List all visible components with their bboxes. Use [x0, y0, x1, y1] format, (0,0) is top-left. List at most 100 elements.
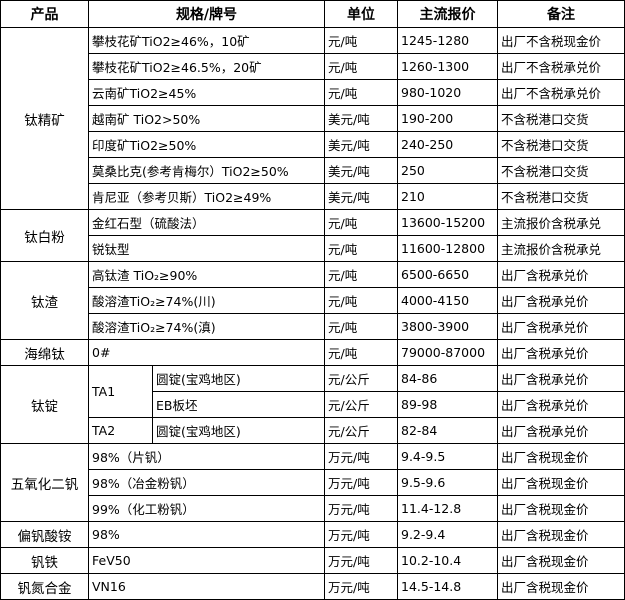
table-row: 印度矿TiO2≥50% 美元/吨 240-250 不含税港口交货 [1, 131, 625, 158]
table-row: 99%（化工粉钒） 万元/吨 11.4-12.8 出厂含税现金价 [1, 495, 625, 522]
product-cell: 海绵钛 [0, 339, 89, 366]
note-cell: 出厂含税承兑价 [497, 417, 625, 444]
note-cell: 出厂含税现金价 [497, 547, 625, 574]
price-cell: 4000-4150 [397, 287, 498, 314]
note-cell: 不含税港口交货 [497, 157, 625, 184]
note-cell: 不含税港口交货 [497, 183, 625, 210]
grade-cell: TA1 [88, 365, 153, 418]
spec-cell: 98%（冶金粉钒） [88, 469, 325, 496]
price-cell: 6500-6650 [397, 261, 498, 288]
note-cell: 出厂含税承兑价 [497, 261, 625, 288]
price-cell: 240-250 [397, 131, 498, 158]
unit-cell: 万元/吨 [324, 495, 398, 522]
spec-cell: 酸溶渣TiO₂≥74%(滇) [88, 313, 325, 340]
header-unit: 单位 [324, 0, 398, 28]
price-cell: 89-98 [397, 391, 498, 418]
table-row: 攀枝花矿TiO2≥46.5%，20矿 元/吨 1260-1300 出厂不含税承兑价 [1, 53, 625, 80]
price-cell: 250 [397, 157, 498, 184]
table-row: 钛渣 高钛渣 TiO₂≥90% 元/吨 6500-6650 出厂含税承兑价 [0, 261, 625, 340]
unit-cell: 万元/吨 [324, 573, 398, 600]
price-cell: 1245-1280 [397, 27, 498, 54]
price-cell: 980-1020 [397, 79, 498, 106]
price-cell: 82-84 [397, 417, 498, 444]
unit-cell: 元/公斤 [324, 417, 398, 444]
note-cell: 不含税港口交货 [497, 105, 625, 132]
price-cell: 14.5-14.8 [397, 573, 498, 600]
spec-cell: 圆锭(宝鸡地区) [152, 365, 325, 392]
price-cell: 13600-15200 [397, 209, 498, 236]
product-cell: 钛精矿 [0, 27, 89, 210]
unit-cell: 美元/吨 [324, 157, 398, 184]
note-cell: 出厂含税承兑价 [497, 339, 625, 366]
unit-cell: 元/吨 [324, 235, 398, 262]
price-cell: 11.4-12.8 [397, 495, 498, 522]
price-cell: 11600-12800 [397, 235, 498, 262]
spec-cell: 越南矿 TiO2>50% [88, 105, 325, 132]
spec-cell: 锐钛型 [88, 235, 325, 262]
unit-cell: 美元/吨 [324, 105, 398, 132]
spec-cell: 攀枝花矿TiO2≥46%，10矿 [88, 27, 325, 54]
spec-cell: 云南矿TiO2≥45% [88, 79, 325, 106]
header-spec: 规格/牌号 [88, 0, 325, 28]
table-row: 钛白粉 金红石型（硫酸法） 元/吨 13600-15200 主流报价含税承兑 [0, 209, 625, 262]
spec-cell: 圆锭(宝鸡地区) [152, 417, 325, 444]
spec-cell: 肯尼亚（参考贝斯）TiO2≥49% [88, 183, 325, 210]
table-row: 偏钒酸铵 98% 万元/吨 9.2-9.4 出厂含税现金价 [0, 521, 625, 548]
note-cell: 主流报价含税承兑 [497, 235, 625, 262]
spec-cell: 印度矿TiO2≥50% [88, 131, 325, 158]
spec-cell: 莫桑比克(参考肯梅尔）TiO2≥50% [88, 157, 325, 184]
note-cell: 不含税港口交货 [497, 131, 625, 158]
product-cell: 钛白粉 [0, 209, 89, 262]
unit-cell: 元/吨 [324, 313, 398, 340]
table-row: 海绵钛 0# 元/吨 79000-87000 出厂含税承兑价 [0, 339, 625, 366]
product-cell: 钒氮合金 [0, 573, 89, 600]
product-cell: 偏钒酸铵 [0, 521, 89, 548]
header-note: 备注 [497, 0, 625, 28]
table-row: 钒铁 FeV50 万元/吨 10.2-10.4 出厂含税现金价 [0, 547, 625, 574]
price-cell: 210 [397, 183, 498, 210]
product-cell: 钒铁 [0, 547, 89, 574]
spec-cell: FeV50 [88, 547, 325, 574]
table-row: 莫桑比克(参考肯梅尔）TiO2≥50% 美元/吨 250 不含税港口交货 [1, 157, 625, 184]
spec-cell: 金红石型（硫酸法） [88, 209, 325, 236]
unit-cell: 万元/吨 [324, 547, 398, 574]
price-cell: 10.2-10.4 [397, 547, 498, 574]
grade-cell: TA2 [88, 417, 153, 444]
price-cell: 79000-87000 [397, 339, 498, 366]
spec-cell: 98% [88, 521, 325, 548]
table-row: TA2 圆锭(宝鸡地区) 元/公斤 82-84 出厂含税承兑价 [1, 417, 625, 444]
unit-cell: 万元/吨 [324, 443, 398, 470]
unit-cell: 美元/吨 [324, 183, 398, 210]
unit-cell: 元/吨 [324, 53, 398, 80]
table-row: 云南矿TiO2≥45% 元/吨 980-1020 出厂不含税承兑价 [1, 79, 625, 106]
unit-cell: 元/吨 [324, 339, 398, 366]
note-cell: 主流报价含税承兑 [497, 209, 625, 236]
product-cell: 钛渣 [0, 261, 89, 340]
table-row: 98%（冶金粉钒） 万元/吨 9.5-9.6 出厂含税现金价 [1, 469, 625, 496]
unit-cell: 万元/吨 [324, 521, 398, 548]
unit-cell: 元/公斤 [324, 365, 398, 392]
note-cell: 出厂不含税承兑价 [497, 79, 625, 106]
note-cell: 出厂含税现金价 [497, 521, 625, 548]
note-cell: 出厂含税承兑价 [497, 287, 625, 314]
price-cell: 3800-3900 [397, 313, 498, 340]
note-cell: 出厂含税现金价 [497, 573, 625, 600]
spec-cell: 98%（片钒） [88, 443, 325, 470]
spec-cell: 攀枝花矿TiO2≥46.5%，20矿 [88, 53, 325, 80]
table-row: 钛精矿 攀枝花矿TiO2≥46%，10矿 元/吨 1245-1280 出厂不含税现金价 [0, 27, 625, 210]
unit-cell: 元/吨 [324, 209, 398, 236]
unit-cell: 元/吨 [324, 27, 398, 54]
spec-cell: EB板坯 [152, 391, 325, 418]
price-cell: 9.4-9.5 [397, 443, 498, 470]
table-row: 钒氮合金 VN16 万元/吨 14.5-14.8 出厂含税现金价 [0, 573, 625, 600]
table-row: 肯尼亚（参考贝斯）TiO2≥49% 美元/吨 210 不含税港口交货 [1, 183, 625, 210]
spec-cell: 99%（化工粉钒） [88, 495, 325, 522]
product-cell: 五氧化二钒 [0, 443, 89, 522]
table-row: 越南矿 TiO2>50% 美元/吨 190-200 不含税港口交货 [1, 105, 625, 132]
note-cell: 出厂不含税现金价 [497, 27, 625, 54]
unit-cell: 元/吨 [324, 261, 398, 288]
note-cell: 出厂含税现金价 [497, 443, 625, 470]
note-cell: 出厂含税承兑价 [497, 313, 625, 340]
note-cell: 出厂不含税承兑价 [497, 53, 625, 80]
